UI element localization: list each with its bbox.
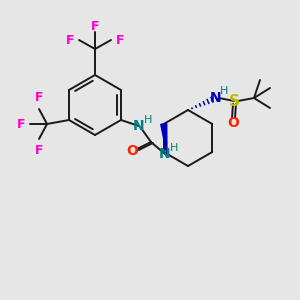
Text: N: N: [133, 119, 145, 133]
Text: F: F: [16, 118, 25, 130]
Text: O: O: [227, 116, 239, 130]
Text: F: F: [35, 91, 43, 104]
Text: F: F: [35, 144, 43, 157]
Text: F: F: [65, 34, 74, 46]
Polygon shape: [161, 124, 167, 155]
Text: S: S: [229, 94, 239, 109]
Text: N: N: [159, 147, 171, 161]
Text: N: N: [210, 91, 222, 105]
Text: H: H: [170, 143, 178, 153]
Text: O: O: [126, 144, 138, 158]
Text: H: H: [144, 115, 152, 125]
Text: H: H: [220, 86, 228, 96]
Text: F: F: [116, 34, 124, 46]
Text: F: F: [91, 20, 99, 34]
